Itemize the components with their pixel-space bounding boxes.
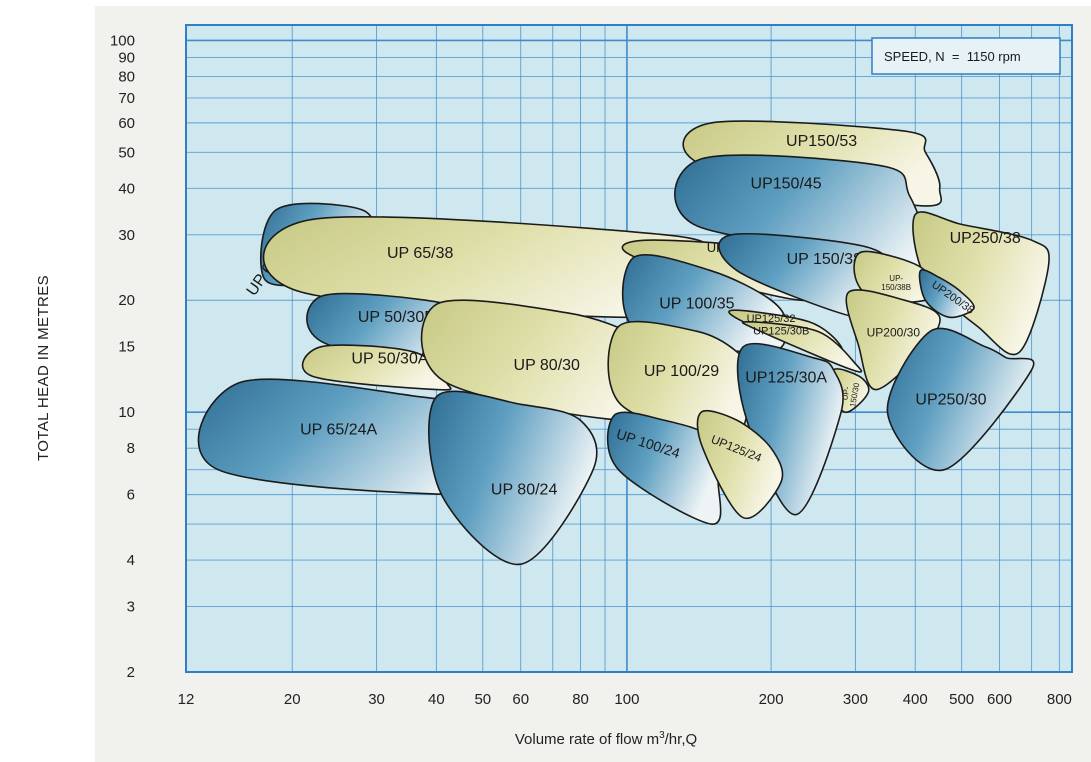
y-tick-label: 2 xyxy=(127,664,135,681)
y-tick-label: 50 xyxy=(118,144,135,161)
region-up125-30a xyxy=(736,342,844,516)
x-axis-label-tail: /hr,Q xyxy=(665,731,698,748)
x-tick-label: 300 xyxy=(843,691,868,708)
x-tick-label: 12 xyxy=(178,691,195,708)
label-up125-30b: UP125/30B xyxy=(753,325,809,337)
region-up125-24 xyxy=(696,409,784,519)
label-up150-45: UP150/45 xyxy=(751,175,822,192)
label-up-50-30a: UP 50/30A xyxy=(351,351,428,368)
y-tick-label: 6 xyxy=(127,487,135,504)
y-axis-label: TOTAL HEAD IN METRES xyxy=(35,275,52,461)
speed-annotation-box xyxy=(871,37,1061,75)
label-up-150-30: UP-150/30 xyxy=(839,380,861,408)
label-up150-53: UP150/53 xyxy=(786,133,857,150)
label-up-150-38b: UP-150/38B xyxy=(881,274,911,292)
label-up250-30: UP250/30 xyxy=(915,391,986,408)
x-axis-label-main: Volume rate of flow m xyxy=(515,731,659,748)
region-up-50-30a xyxy=(301,344,452,391)
speed-annotation: SPEED, N = 1150 rpm xyxy=(884,49,1021,64)
y-tick-label: 40 xyxy=(118,180,135,197)
region-up-100-24 xyxy=(606,411,722,525)
y-tick-label: 8 xyxy=(127,440,135,457)
y-tick-label: 70 xyxy=(118,90,135,107)
y-tick-label: 60 xyxy=(118,115,135,132)
x-tick-label: 20 xyxy=(284,691,301,708)
region-up200-38 xyxy=(918,269,975,319)
y-tick-label: 80 xyxy=(118,68,135,85)
y-tick-label: 3 xyxy=(127,599,135,616)
region-up125-30b xyxy=(741,321,863,373)
label-up-100-29: UP 100/29 xyxy=(644,363,719,380)
label-up-80-30: UP 80/30 xyxy=(514,357,581,374)
y-tick-label: 90 xyxy=(118,49,135,66)
x-tick-label: 500 xyxy=(949,691,974,708)
y-tick-label: 20 xyxy=(118,292,135,309)
x-tick-label: 80 xyxy=(572,691,589,708)
y-tick-label: 100 xyxy=(110,32,135,49)
x-tick-label: 60 xyxy=(512,691,529,708)
x-axis-label-sup: 3 xyxy=(659,730,665,741)
x-tick-label: 30 xyxy=(368,691,385,708)
label-up-100-35: UP 100/35 xyxy=(659,296,734,313)
y-tick-label: 4 xyxy=(127,552,135,569)
label-up125-30a: UP125/30A xyxy=(745,370,827,387)
x-tick-label: 600 xyxy=(987,691,1012,708)
x-tick-label: 800 xyxy=(1047,691,1072,708)
y-tick-label: 10 xyxy=(118,404,135,421)
x-tick-label: 100 xyxy=(614,691,639,708)
label-up-65-38: UP 65/38 xyxy=(387,245,454,262)
label-up-50-30b: UP 50/30B xyxy=(358,309,435,326)
region-up-80-24 xyxy=(428,390,598,566)
label-up-65-24a: UP 65/24A xyxy=(300,422,377,439)
x-tick-label: 400 xyxy=(903,691,928,708)
label-up200-30: UP200/30 xyxy=(867,325,921,339)
x-tick-label: 50 xyxy=(474,691,491,708)
x-tick-label: 200 xyxy=(759,691,784,708)
x-axis-label: Volume rate of flow m3/hr,Q xyxy=(515,730,697,748)
y-tick-label: 30 xyxy=(118,227,135,244)
plot-frame xyxy=(185,24,1073,673)
region-up250-30 xyxy=(886,327,1035,472)
label-up-80-24: UP 80/24 xyxy=(491,482,558,499)
y-tick-label: 15 xyxy=(118,339,135,356)
label-up-150-38a: UP 150/38A xyxy=(787,251,873,268)
x-tick-label: 40 xyxy=(428,691,445,708)
label-up250-38: UP250/38 xyxy=(950,230,1021,247)
